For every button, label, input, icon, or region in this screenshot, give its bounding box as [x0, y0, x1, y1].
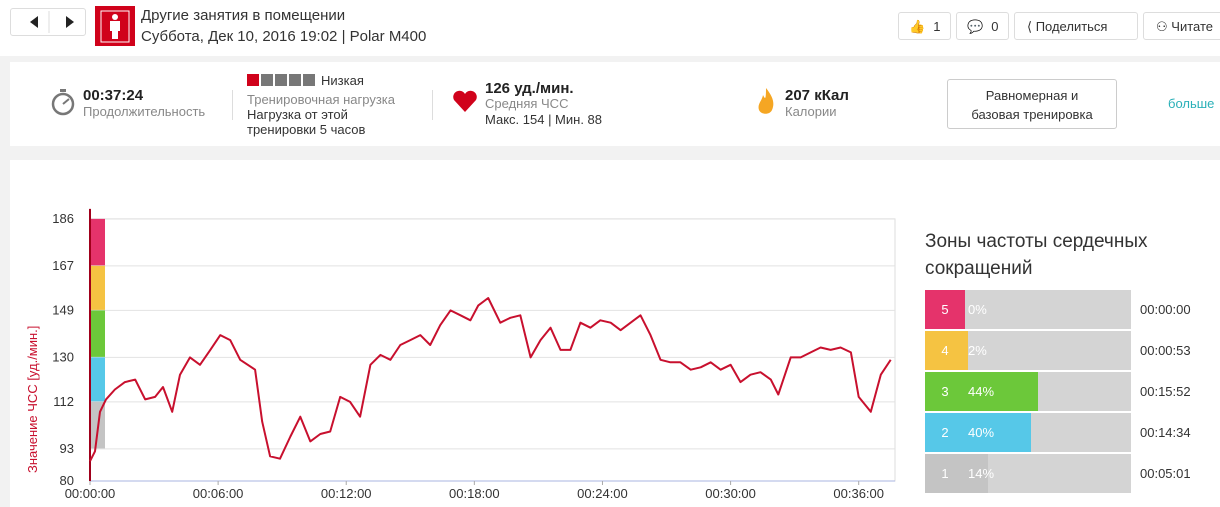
zone-band [90, 265, 105, 311]
zone-number: 1 [925, 454, 965, 493]
hr-line [89, 297, 892, 462]
zone-number: 3 [925, 372, 965, 411]
flame-icon [758, 88, 774, 114]
zone-number: 2 [925, 413, 965, 452]
benefit[interactable]: Равномерная и базовая тренировка [947, 79, 1117, 129]
zone-row: 2 40% 00:14:34 [925, 413, 1220, 452]
zone-time: 00:00:53 [1140, 343, 1191, 358]
zone-row: 5 0% 00:00:00 [925, 290, 1220, 329]
load-indicator [247, 74, 315, 86]
y-axis-label: Значение ЧСС [уд./мин.] [25, 326, 40, 473]
zone-time: 00:05:01 [1140, 466, 1191, 481]
x-tick-label: 00:18:00 [449, 486, 500, 501]
y-tick-label: 80 [60, 473, 74, 488]
x-tick-label: 00:00:00 [65, 486, 116, 501]
avg-hr-label: Средняя ЧСС [485, 96, 569, 111]
y-tick-label: 167 [52, 258, 74, 273]
subtitle: Суббота, Дек 10, 2016 19:02 | Polar M400 [141, 28, 427, 45]
load-note: Нагрузка от этой тренировки 5 часов [247, 107, 366, 137]
zone-percent: 44% [968, 384, 995, 399]
zone-track [965, 290, 1131, 329]
zone-percent: 14% [968, 466, 995, 481]
load-level: Низкая [321, 73, 364, 88]
zone-band [90, 357, 105, 402]
zones-title: Зоны частоты сердечных сокращений [925, 231, 1148, 279]
x-tick-label: 00:24:00 [577, 486, 628, 501]
y-tick-label: 112 [53, 394, 74, 409]
y-tick-label: 149 [52, 302, 74, 317]
sport-icon [95, 6, 135, 46]
zone-row: 1 14% 00:05:01 [925, 454, 1220, 493]
zone-row: 4 2% 00:00:53 [925, 331, 1220, 370]
heart-icon [453, 90, 477, 112]
zone-number: 5 [925, 290, 965, 329]
duration-label: Продолжительность [83, 104, 206, 119]
zone-bar [965, 454, 989, 493]
x-tick-label: 00:36:00 [833, 486, 884, 501]
nav-buttons[interactable] [10, 8, 86, 36]
like-button[interactable]: 👍 1 [898, 12, 951, 40]
zone-bar [965, 372, 1039, 411]
zone-band [90, 310, 105, 358]
zone-row: 3 44% 00:15:52 [925, 372, 1220, 411]
comment-count: 0 [991, 19, 999, 34]
duration: 00:37:24 [83, 87, 144, 104]
x-tick-label: 00:06:00 [193, 486, 244, 501]
calories: 207 кКал [785, 87, 849, 104]
stopwatch-icon [51, 89, 75, 116]
zone-percent: 0% [968, 302, 987, 317]
zone-band [90, 218, 105, 266]
y-tick-label: 186 [52, 211, 74, 226]
zone-number: 4 [925, 331, 965, 370]
like-count: 1 [933, 19, 941, 34]
zone-time: 00:00:00 [1140, 302, 1191, 317]
calories-label: Калории [785, 104, 837, 119]
zone-track [965, 454, 1131, 493]
zone-bar [965, 331, 969, 370]
read-button[interactable]: ⚇ Читате [1143, 12, 1220, 40]
read-label: Читате [1171, 19, 1213, 34]
zone-percent: 2% [968, 343, 987, 358]
title: Другие занятия в помещении [141, 7, 346, 24]
zone-bar [965, 413, 1032, 452]
y-tick-label: 130 [52, 349, 74, 364]
avg-hr: 126 уд./мин. [485, 80, 574, 97]
y-tick-label: 93 [60, 441, 74, 456]
summary-panel [10, 62, 1220, 146]
zone-time: 00:15:52 [1140, 384, 1191, 399]
load-label: Тренировочная нагрузка [247, 92, 396, 107]
zone-time: 00:14:34 [1140, 425, 1191, 440]
share-label: Поделиться [1035, 19, 1108, 34]
x-tick-label: 00:12:00 [321, 486, 372, 501]
comment-button[interactable]: 💬 0 [956, 12, 1009, 40]
zone-track [965, 331, 1131, 370]
zones-panel: Зоны частоты сердечных сокращений 5 0% 00:… [925, 228, 1220, 493]
share-button[interactable]: ⟨ Поделиться [1014, 12, 1138, 40]
hr-detail: Макс. 154 | Мин. 88 [485, 112, 603, 127]
hr-chart: Значение ЧСС [уд./мин.] 186 167 149 130 112 9… [25, 208, 896, 501]
x-tick-label: 00:30:00 [705, 486, 756, 501]
zone-percent: 40% [968, 425, 995, 440]
more-link[interactable]: больше [1168, 96, 1215, 111]
